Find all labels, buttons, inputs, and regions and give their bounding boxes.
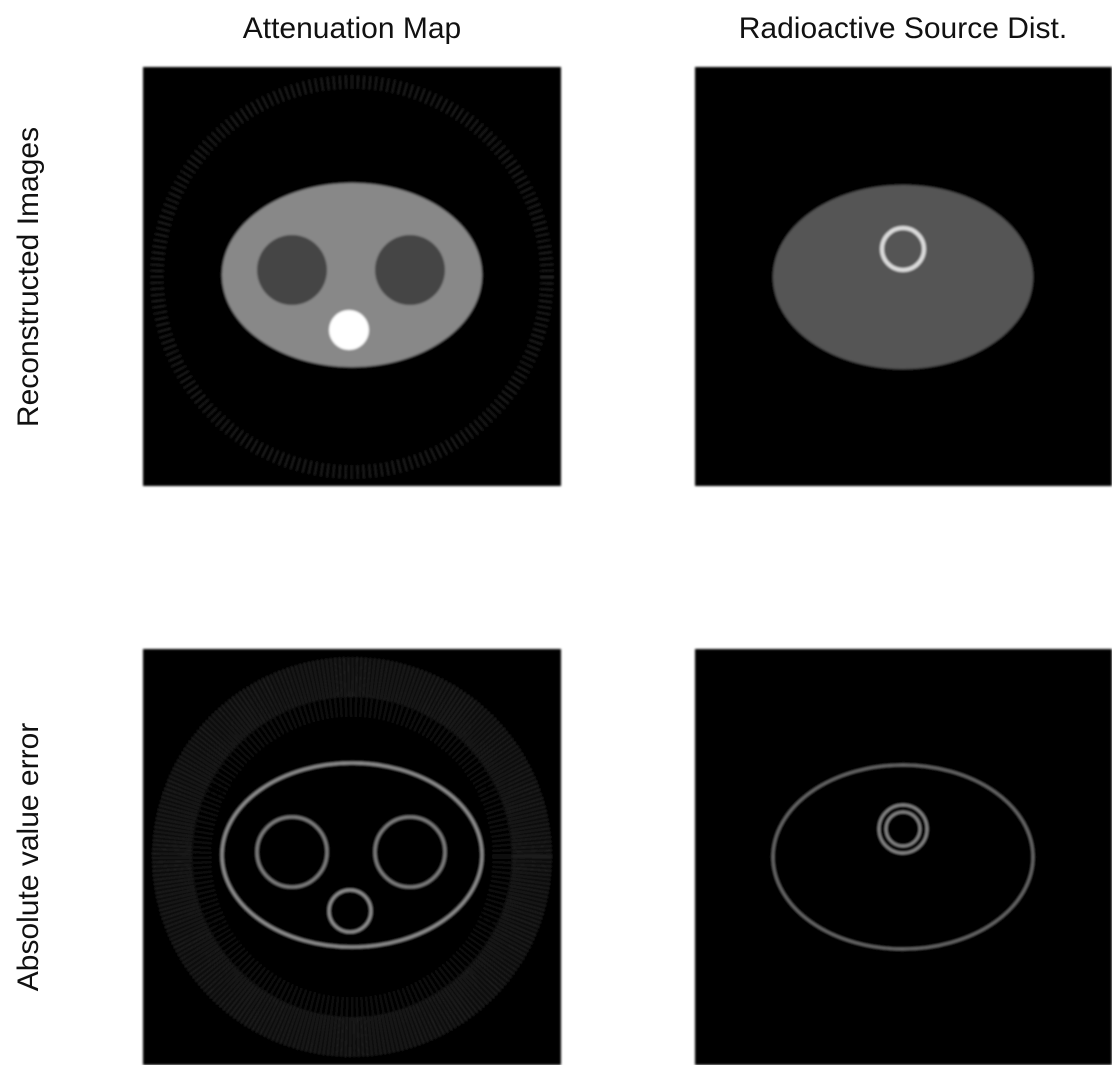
image-panel: [695, 67, 1112, 486]
image-panel: [143, 67, 561, 486]
figure: Attenuation Map Radioactive Source Dist.…: [0, 0, 1112, 1065]
column-title: Attenuation Map: [243, 12, 461, 45]
row-label: Absolute value error: [12, 723, 45, 991]
column-title: Radioactive Source Dist.: [739, 12, 1067, 45]
row-label: Reconstructed Images: [12, 127, 45, 427]
image-panel: [143, 649, 561, 1065]
image-panel: [695, 649, 1112, 1065]
